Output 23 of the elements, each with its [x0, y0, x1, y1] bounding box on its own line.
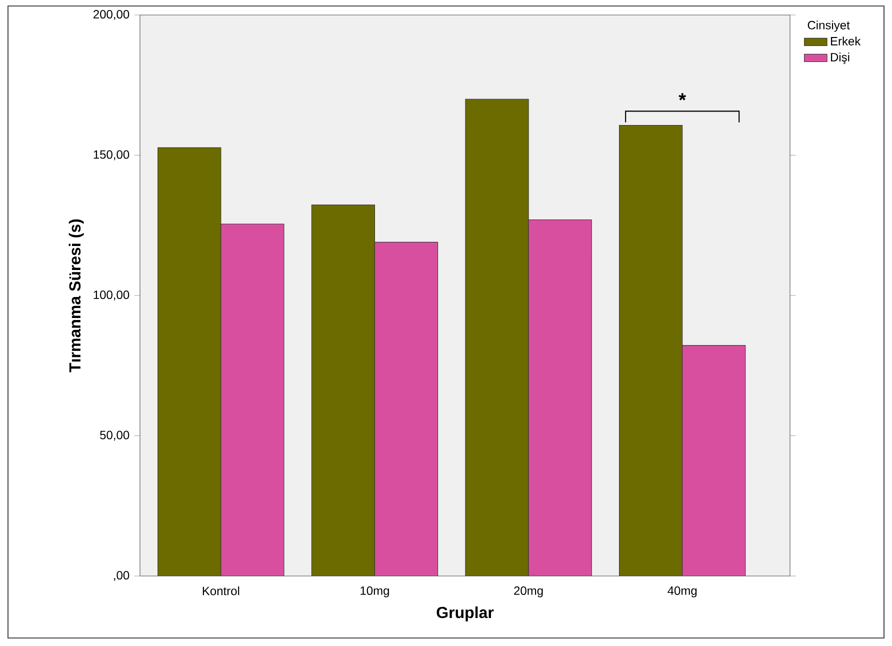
bar [465, 99, 529, 576]
bar [374, 242, 438, 576]
y-tick-label: ,00 [114, 571, 130, 581]
legend-label: Dişi [830, 52, 850, 64]
bar [682, 345, 746, 576]
y-tick-label: 100,00 [94, 290, 130, 300]
x-tick-label: 10mg [360, 586, 389, 598]
legend-title: Cinsiyet [808, 20, 850, 32]
y-axis-title: Tırmanma Süresi (s) [68, 219, 84, 372]
y-tick-label: 200,00 [94, 10, 130, 20]
x-tick-label: Kontrol [202, 586, 240, 596]
bar [312, 204, 375, 576]
x-tick-label: 20mg [514, 586, 543, 598]
bar [619, 124, 683, 576]
bar [220, 224, 284, 576]
bar [158, 148, 221, 576]
bar [528, 220, 592, 576]
x-tick-label: 40mg [668, 586, 697, 598]
x-axis-title: Gruplar [436, 606, 494, 622]
y-tick-label: 150,00 [94, 150, 130, 160]
y-tick-label: 50,00 [100, 430, 130, 441]
annotation: * [678, 93, 686, 100]
legend-label: Erkek [830, 36, 861, 46]
